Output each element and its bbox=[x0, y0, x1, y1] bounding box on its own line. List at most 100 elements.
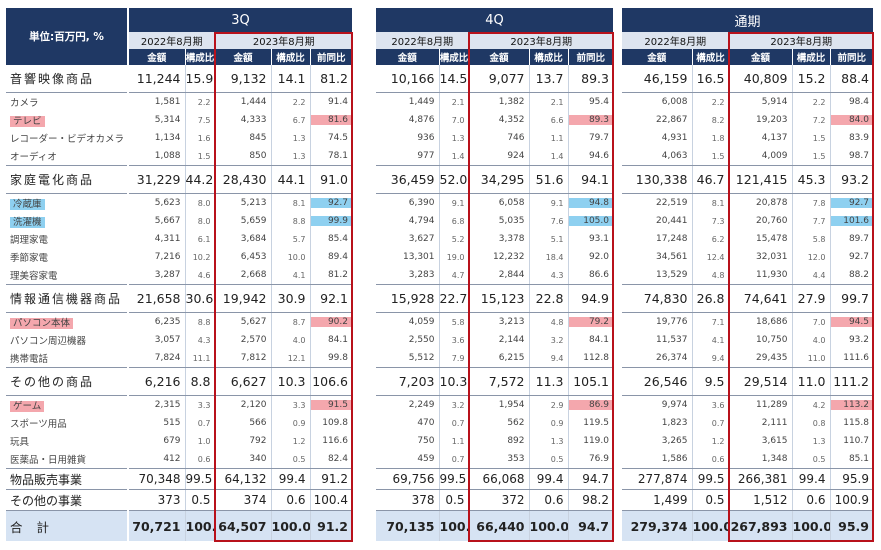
row-label-text: オーディオ bbox=[10, 152, 57, 163]
cell-cur-amount: 7,812 bbox=[215, 349, 272, 368]
cell-prev-share: 3.6 bbox=[439, 331, 470, 349]
highlight-value: 86.9 bbox=[568, 400, 613, 410]
cell-prev-amount: 9,974 bbox=[622, 395, 693, 414]
cell-prev-amount: 470 bbox=[376, 414, 440, 432]
cell-cur-amount: 562 bbox=[469, 414, 530, 432]
cell-cur-share: 0.6 bbox=[271, 489, 311, 511]
unit-label: 単位:百万円, % bbox=[6, 8, 127, 65]
cell-cur-share: 5.1 bbox=[529, 230, 569, 248]
cell-prev-amount: 412 bbox=[129, 450, 186, 469]
cell-yoy: 111.2 bbox=[830, 367, 873, 396]
cell-cur-share: 9.1 bbox=[529, 193, 569, 212]
cell-cur-share: 12.1 bbox=[271, 349, 311, 368]
table-row: 4,876 7.0 4,352 6.6 89.3 bbox=[376, 111, 613, 129]
cell-yoy: 113.2 bbox=[830, 395, 873, 414]
column-header-amount: 金額 bbox=[376, 49, 440, 65]
cur-year-label: 2023年8月期 bbox=[729, 32, 873, 49]
cell-prev-share: 0.6 bbox=[185, 450, 216, 469]
cell-yoy: 79.2 bbox=[568, 312, 613, 331]
cell-prev-share: 3.3 bbox=[185, 395, 216, 414]
table-row: 459 0.7 353 0.5 76.9 bbox=[376, 450, 613, 469]
row-label-text: 物品販売事業 bbox=[10, 472, 83, 487]
cell-cur-share: 3.3 bbox=[271, 395, 311, 414]
cell-prev-amount: 5,314 bbox=[129, 111, 186, 129]
cell-yoy: 82.4 bbox=[310, 450, 352, 469]
cell-yoy: 105.0 bbox=[568, 212, 613, 230]
period-table-0: 3Q 2022年8月期 2023年8月期 金額 構成比 金額 構成比 前同比 11,244 15.… bbox=[129, 8, 352, 541]
highlight-value: 101.6 bbox=[830, 216, 873, 226]
cell-cur-amount: 566 bbox=[215, 414, 272, 432]
cell-prev-amount: 10,166 bbox=[376, 65, 440, 93]
cell-prev-amount: 4,311 bbox=[129, 230, 186, 248]
cell-yoy: 115.8 bbox=[843, 418, 869, 428]
column-header-share: 構成比 bbox=[529, 49, 569, 65]
cell-prev-share: 10.2 bbox=[185, 248, 216, 266]
cell-prev-amount: 11,244 bbox=[129, 65, 186, 93]
cell-cur-share: 4.1 bbox=[271, 266, 311, 285]
row-label: 物品販売事業 bbox=[6, 468, 127, 490]
cell-cur-amount: 5,914 bbox=[729, 92, 793, 111]
row-label: 家庭電化商品 bbox=[6, 165, 127, 194]
table-row: 19,776 7.1 18,686 7.0 94.5 bbox=[622, 312, 873, 331]
cell-prev-share: 0.7 bbox=[439, 414, 470, 432]
highlight-value: 90.2 bbox=[310, 317, 352, 327]
row-label: 季節家電 bbox=[6, 248, 127, 266]
table-row: 6,235 8.8 5,627 8.7 90.2 bbox=[129, 312, 352, 331]
cell-yoy: 83.9 bbox=[848, 133, 869, 143]
cell-prev-amount: 5,512 bbox=[376, 349, 440, 368]
row-label: オーディオ bbox=[6, 147, 127, 166]
cell-cur-share: 99.4 bbox=[271, 468, 311, 490]
row-label-text: ゲーム bbox=[10, 401, 45, 412]
cell-cur-share: 4.0 bbox=[792, 331, 831, 349]
cell-cur-amount: 121,415 bbox=[729, 165, 793, 194]
cell-cur-share: 1.3 bbox=[792, 432, 831, 450]
cell-prev-amount: 21,658 bbox=[129, 284, 186, 313]
table-row: 26,546 9.5 29,514 11.0 111.2 bbox=[622, 367, 873, 396]
cell-cur-share: 1.3 bbox=[529, 432, 569, 450]
cell-prev-amount: 3,265 bbox=[622, 432, 693, 450]
table-row: その他の商品 bbox=[6, 367, 127, 396]
table-row: 412 0.6 340 0.5 82.4 bbox=[129, 450, 352, 469]
cell-cur-share: 2.9 bbox=[529, 395, 569, 414]
cell-cur-amount: 6,058 bbox=[469, 193, 530, 212]
cell-cur-share: 0.9 bbox=[529, 414, 569, 432]
cell-prev-share: 52.0 bbox=[439, 165, 470, 194]
cell-prev-amount: 7,203 bbox=[376, 367, 440, 396]
cell-prev-share: 7.3 bbox=[692, 212, 730, 230]
cell-prev-amount: 1,499 bbox=[622, 489, 693, 511]
highlight-value: 94.5 bbox=[830, 317, 873, 327]
cell-prev-amount: 1,449 bbox=[376, 92, 440, 111]
highlight-value: 99.9 bbox=[310, 216, 352, 226]
cell-cur-share: 5.7 bbox=[271, 230, 311, 248]
cell-cur-share: 0.9 bbox=[271, 414, 311, 432]
cell-prev-amount: 2,550 bbox=[376, 331, 440, 349]
cell-cur-amount: 850 bbox=[215, 147, 272, 166]
cell-cur-amount: 2,144 bbox=[469, 331, 530, 349]
cell-prev-amount: 17,248 bbox=[622, 230, 693, 248]
cell-cur-share: 13.7 bbox=[529, 65, 569, 93]
column-header-yoy: 前同比 bbox=[310, 49, 352, 65]
table-row: 4,931 1.8 4,137 1.5 83.9 bbox=[622, 129, 873, 147]
cell-cur-amount: 34,295 bbox=[469, 165, 530, 194]
column-header-row: 金額 構成比 金額 構成比 前同比 bbox=[376, 49, 613, 65]
cell-cur-share: 100.0 bbox=[529, 510, 569, 541]
prev-year-label: 2022年8月期 bbox=[129, 32, 216, 49]
period-table-1: 4Q 2022年8月期 2023年8月期 金額 構成比 金額 構成比 前同比 10,166 14.… bbox=[376, 8, 613, 541]
table-row: 31,229 44.2 28,430 44.1 91.0 bbox=[129, 165, 352, 194]
table-row: レコーダー・ビデオカメラ bbox=[6, 129, 127, 147]
cell-cur-share: 2.2 bbox=[271, 92, 311, 111]
cell-prev-amount: 2,315 bbox=[129, 395, 186, 414]
table-row: その他の事業 bbox=[6, 489, 127, 511]
cell-cur-amount: 12,232 bbox=[469, 248, 530, 266]
cell-prev-amount: 34,561 bbox=[622, 248, 693, 266]
table-row: 46,159 16.5 40,809 15.2 88.4 bbox=[622, 65, 873, 93]
row-label-text: その他の事業 bbox=[10, 493, 83, 508]
cell-prev-amount: 5,667 bbox=[129, 212, 186, 230]
row-label-text: 理美容家電 bbox=[10, 271, 58, 282]
table-row: 5,667 8.0 5,659 8.8 99.9 bbox=[129, 212, 352, 230]
cell-prev-share: 12.4 bbox=[692, 248, 730, 266]
cell-prev-share: 1.2 bbox=[692, 432, 730, 450]
cell-cur-amount: 28,430 bbox=[215, 165, 272, 194]
cell-cur-amount: 1,348 bbox=[729, 450, 793, 469]
cell-cur-amount: 29,514 bbox=[729, 367, 793, 396]
